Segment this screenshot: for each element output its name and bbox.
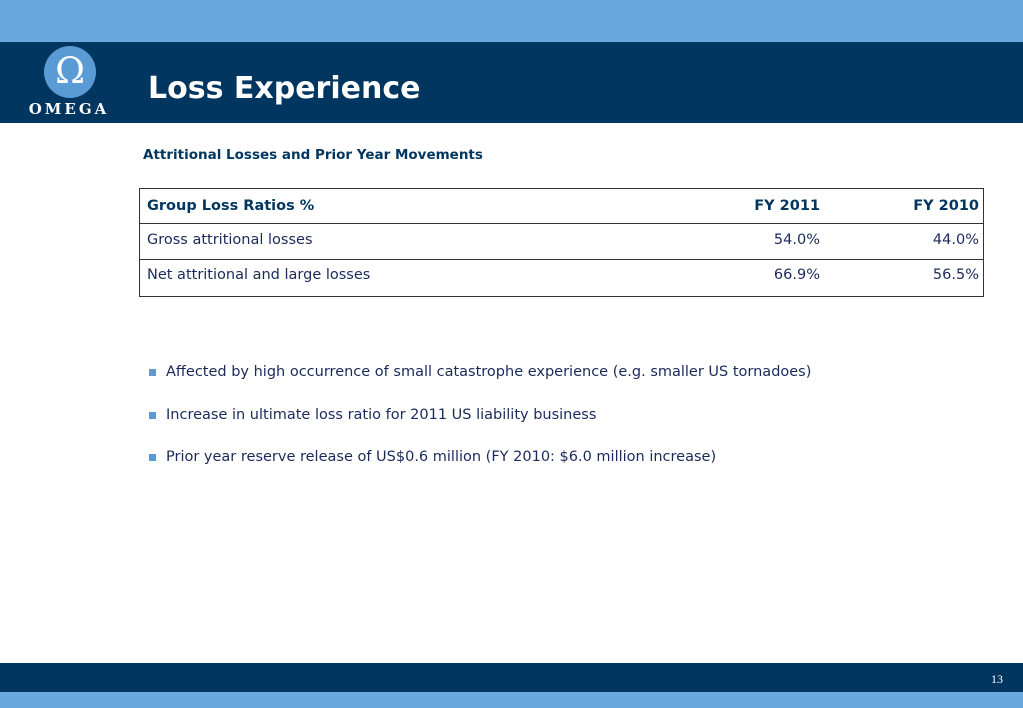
- list-item: Affected by high occurrence of small cat…: [149, 360, 989, 403]
- square-bullet-icon: [149, 454, 156, 461]
- fy2011-value: 66.9%: [773, 267, 820, 283]
- footer-accent-band: [0, 692, 1023, 708]
- page-title: Loss Experience: [148, 71, 421, 106]
- list-item: Increase in ultimate loss ratio for 2011…: [149, 403, 989, 446]
- loss-ratio-table: Group Loss Ratios % FY 2011 FY 2010 Gros…: [139, 188, 984, 297]
- fy2010-value: 56.5%: [932, 267, 979, 283]
- row-label: Gross attritional losses: [147, 232, 313, 248]
- bullet-list: Affected by high occurrence of small cat…: [149, 360, 989, 488]
- table-row: Gross attritional losses 54.0% 44.0%: [140, 224, 983, 260]
- column-header-metric: Group Loss Ratios %: [147, 198, 315, 214]
- fy2011-value: 54.0%: [773, 232, 820, 248]
- column-header-fy2011: FY 2011: [754, 198, 820, 214]
- row-label: Net attritional and large losses: [147, 267, 371, 283]
- table-row: Net attritional and large losses 66.9% 5…: [140, 260, 983, 297]
- list-item: Prior year reserve release of US$0.6 mil…: [149, 445, 989, 488]
- omega-logo: Ω OMEGA: [24, 46, 114, 121]
- section-subtitle: Attritional Losses and Prior Year Moveme…: [143, 147, 483, 163]
- table-header-row: Group Loss Ratios % FY 2011 FY 2010: [140, 189, 983, 224]
- fy2010-value: 44.0%: [932, 232, 979, 248]
- square-bullet-icon: [149, 369, 156, 376]
- logo-wordmark: OMEGA: [28, 100, 110, 118]
- page-number: 13: [991, 672, 1003, 686]
- omega-symbol-icon: Ω: [44, 46, 96, 98]
- column-header-fy2010: FY 2010: [913, 198, 979, 214]
- top-accent-band: [0, 0, 1023, 42]
- header-bar: [0, 42, 1023, 123]
- footer-bar: [0, 663, 1023, 692]
- bullet-text: Prior year reserve release of US$0.6 mil…: [166, 449, 717, 465]
- bullet-text: Affected by high occurrence of small cat…: [166, 364, 812, 380]
- bullet-text: Increase in ultimate loss ratio for 2011…: [166, 406, 597, 423]
- square-bullet-icon: [149, 411, 156, 419]
